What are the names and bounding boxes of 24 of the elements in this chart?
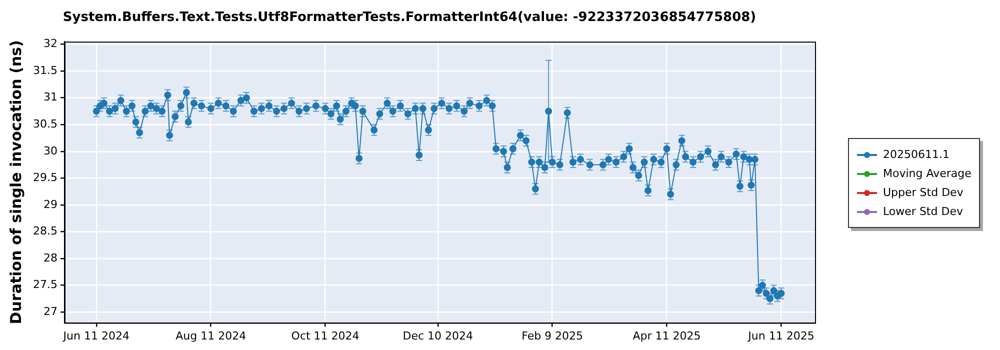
x-tick-label: Feb 9 2025	[522, 329, 584, 342]
x-tick-label: Jun 11 2025	[747, 329, 814, 342]
y-tick-label: 29	[43, 198, 58, 211]
y-tick-label: 32	[43, 37, 58, 50]
y-tick-label: 30.5	[32, 117, 58, 130]
y-tick-label: 27.5	[32, 278, 58, 292]
chart-title: System.Buffers.Text.Tests.Utf8FormatterTests.FormatterInt64(value: -9223372036854775808)	[62, 10, 756, 26]
legend-label: Moving Average	[883, 167, 972, 180]
legend-label: Upper Std Dev	[883, 186, 964, 199]
x-tick-label: Aug 11 2024	[176, 329, 246, 342]
x-tick-label: Oct 11 2024	[291, 329, 360, 342]
x-tick-label: Apr 11 2025	[632, 329, 701, 342]
y-tick-label: 29.5	[32, 171, 58, 184]
legend-label: Lower Std Dev	[883, 205, 963, 218]
y-tick-label: 27	[43, 304, 58, 318]
y-tick-label: 31	[43, 90, 58, 104]
x-tick-label: Dec 10 2024	[402, 329, 474, 342]
y-axis-title: Duration of single invocation (ns)	[6, 40, 25, 324]
legend-label: 20250611.1	[883, 148, 950, 161]
x-tick-label: Jun 11 2024	[62, 329, 130, 342]
y-tick-label: 30	[43, 144, 58, 158]
y-tick-label: 28	[43, 251, 58, 264]
y-tick-label: 28.5	[32, 224, 58, 238]
y-tick-label: 31.5	[32, 64, 58, 77]
